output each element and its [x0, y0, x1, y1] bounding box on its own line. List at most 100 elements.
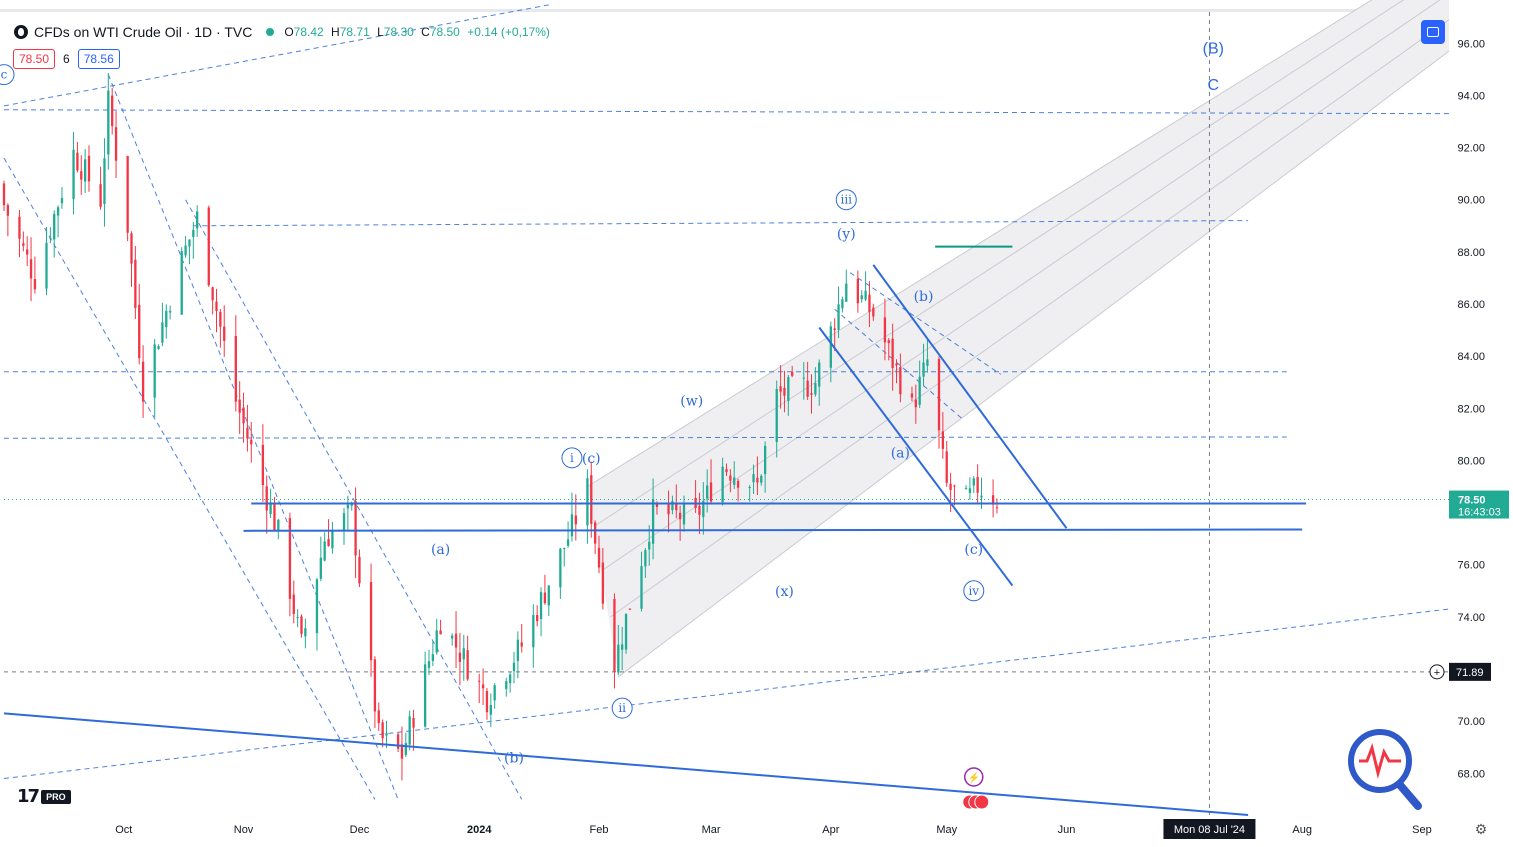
- candle: [423, 651, 427, 728]
- buy-price-button[interactable]: 78.56: [77, 49, 120, 69]
- candle-body: [532, 615, 535, 648]
- candle: [926, 339, 929, 373]
- candle-body: [675, 503, 678, 511]
- candle: [814, 367, 817, 397]
- candle-body: [814, 383, 817, 395]
- bar-countdown-label: 16:43:03: [1458, 507, 1501, 519]
- candle-body: [76, 152, 79, 171]
- candle-body: [729, 475, 732, 481]
- magnifier-handle: [1396, 781, 1422, 810]
- sell-price-button[interactable]: 78.50: [13, 49, 56, 69]
- candle-body: [887, 340, 890, 344]
- candle-body: [60, 198, 64, 204]
- candle-body: [408, 716, 411, 745]
- market-open-status-icon: [266, 28, 275, 36]
- candle: [435, 618, 438, 655]
- candle-body: [192, 229, 195, 237]
- long-term-trendline: [3, 712, 1249, 816]
- candle: [161, 302, 164, 347]
- candle-body: [791, 372, 794, 376]
- candle-body: [342, 513, 346, 531]
- time-tick-label: Feb: [590, 824, 609, 836]
- candle-body: [648, 541, 651, 550]
- candle: [791, 365, 794, 378]
- candle-body: [566, 539, 570, 546]
- candle: [914, 384, 917, 424]
- candle: [431, 640, 435, 667]
- fullscreen-toggle-button[interactable]: [1421, 20, 1445, 44]
- time-tick-label: Jun: [1058, 824, 1076, 836]
- candle-body: [369, 582, 373, 661]
- candle: [412, 709, 415, 751]
- candle-body: [953, 485, 956, 487]
- candle: [87, 145, 91, 192]
- candle-body: [864, 290, 867, 300]
- candle: [756, 456, 759, 496]
- add-alert-icon: [1429, 664, 1445, 680]
- candle-body: [161, 322, 164, 343]
- symbol-title[interactable]: CFDs on WTI Crude Oil · 1D · TVC: [34, 24, 253, 40]
- candle-body: [246, 427, 249, 439]
- candle-body: [49, 237, 52, 239]
- candle-body: [706, 485, 709, 499]
- price-tick-label: 88.00: [1457, 247, 1485, 259]
- wave-label: ii: [618, 701, 626, 715]
- candle-body: [617, 644, 620, 673]
- candle: [250, 422, 253, 463]
- candle-body: [725, 469, 728, 473]
- candle-body: [323, 541, 326, 561]
- dashed-channel-line: [3, 157, 376, 800]
- last-price-badge: [1449, 490, 1509, 519]
- candle: [215, 288, 218, 333]
- candle-body: [559, 548, 562, 588]
- candle-body: [431, 654, 435, 662]
- candle-body: [180, 251, 183, 315]
- wave-label: (y): [837, 227, 856, 243]
- candle-body: [945, 451, 948, 483]
- candle-body: [493, 685, 496, 701]
- candle-body: [783, 387, 786, 396]
- candle: [574, 494, 577, 541]
- candle: [539, 587, 543, 637]
- candle: [505, 677, 508, 697]
- price-tick-label: 70.00: [1457, 716, 1485, 728]
- crosshair-date-label: Mon 08 Jul '24: [1174, 824, 1245, 836]
- candle-body: [354, 501, 357, 556]
- candle: [22, 231, 25, 252]
- settings-gear-icon[interactable]: ⚙: [1474, 821, 1488, 837]
- candle-body: [111, 95, 114, 127]
- candle: [489, 693, 492, 728]
- candle-body: [423, 664, 427, 727]
- candle: [968, 477, 972, 500]
- candle-body: [570, 514, 574, 537]
- candle-body: [400, 744, 404, 759]
- candle-body: [53, 213, 56, 240]
- candle-body: [868, 294, 871, 312]
- candle: [168, 305, 172, 320]
- pitchfork-line: [602, 0, 1441, 571]
- candle: [702, 482, 705, 535]
- candle-body: [427, 661, 431, 668]
- price-tick-label: 96.00: [1457, 38, 1485, 50]
- candle-body: [300, 616, 303, 634]
- wave-label: (c): [582, 451, 601, 467]
- candle: [918, 360, 921, 408]
- candle: [192, 221, 195, 259]
- candle: [860, 290, 863, 303]
- candle-body: [508, 674, 512, 683]
- top-toolbar-edge: [0, 9, 1513, 12]
- candle: [949, 472, 952, 513]
- candle: [373, 656, 377, 729]
- candle-body: [976, 477, 979, 493]
- tradingview-logo[interactable]: 17 PRO: [17, 786, 71, 807]
- pitchfork-line: [587, 0, 1373, 487]
- candle-body: [671, 501, 674, 511]
- pitchfork-channel-fill: [587, 0, 1449, 677]
- candle: [736, 478, 740, 502]
- candle-body: [891, 338, 894, 369]
- candle-body: [837, 304, 840, 330]
- candle: [103, 138, 106, 227]
- candle-body: [234, 336, 237, 402]
- symbol-header[interactable]: CFDs on WTI Crude Oil · 1D · TVC O78.42 …: [14, 23, 550, 41]
